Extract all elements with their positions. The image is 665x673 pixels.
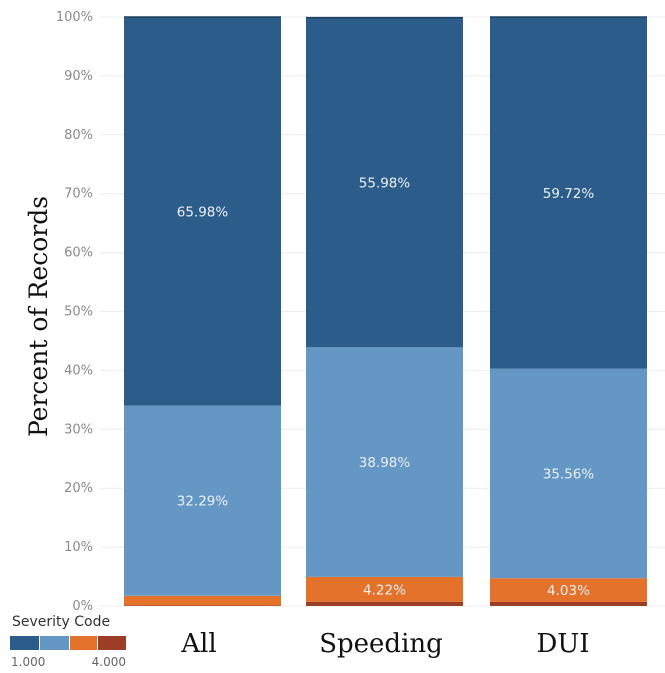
y-tick-label: 40% [64, 363, 93, 378]
y-axis-ticks: 0% 10% 20% 30% 40% 50% 60% 70% 80% 90% 100% [56, 10, 93, 614]
bar-segment [306, 601, 463, 606]
data-label: 4.22% [363, 582, 406, 598]
x-category-label: DUI [536, 629, 589, 659]
bar-segment [306, 576, 463, 602]
legend-range-max: 4.000 [92, 655, 126, 669]
legend-swatch [10, 636, 39, 650]
bar-segment [306, 17, 463, 348]
data-label: 65.98% [177, 204, 229, 220]
x-category-label: All [180, 629, 216, 659]
bar-segment [124, 405, 281, 596]
y-tick-label: 30% [64, 422, 93, 437]
y-tick-label: 70% [64, 187, 93, 202]
y-tick-label: 0% [72, 599, 93, 614]
data-label: 32.29% [177, 494, 229, 510]
bar-segment [490, 368, 647, 579]
legend-color-ramp [10, 636, 126, 650]
bar-segment [490, 601, 647, 606]
legend: Severity Code 1.000 4.000 [10, 614, 126, 669]
y-tick-label: 20% [64, 481, 93, 496]
x-category-label: Speeding [319, 629, 443, 659]
legend-range-min: 1.000 [11, 655, 45, 669]
bar-segment [490, 578, 647, 602]
legend-swatch [70, 636, 97, 650]
bar-segment [490, 17, 647, 369]
bar-segment [124, 605, 281, 606]
bars: 32.29% 65.98% 4.22% 38.98% 55.98% 4.03% 35.56%… [124, 16, 647, 606]
y-tick-label: 100% [56, 10, 93, 25]
y-tick-label: 80% [64, 128, 93, 143]
y-tick-label: 50% [64, 305, 93, 320]
legend-swatch [98, 636, 126, 650]
data-label: 35.56% [543, 466, 595, 482]
data-label: 59.72% [543, 186, 595, 202]
y-tick-label: 90% [64, 69, 93, 84]
legend-title: Severity Code [12, 614, 110, 630]
y-tick-label: 60% [64, 246, 93, 261]
x-axis-categories: All Speeding DUI [180, 629, 589, 659]
y-tick-label: 10% [64, 540, 93, 555]
data-label: 55.98% [359, 175, 411, 191]
bar-segment [124, 595, 281, 606]
y-axis-label: Percent of Records [24, 196, 53, 437]
legend-swatch [40, 636, 69, 650]
data-label: 38.98% [359, 455, 411, 471]
bar-segment [124, 17, 281, 406]
data-label: 4.03% [547, 583, 590, 599]
bar-segment [306, 347, 463, 577]
